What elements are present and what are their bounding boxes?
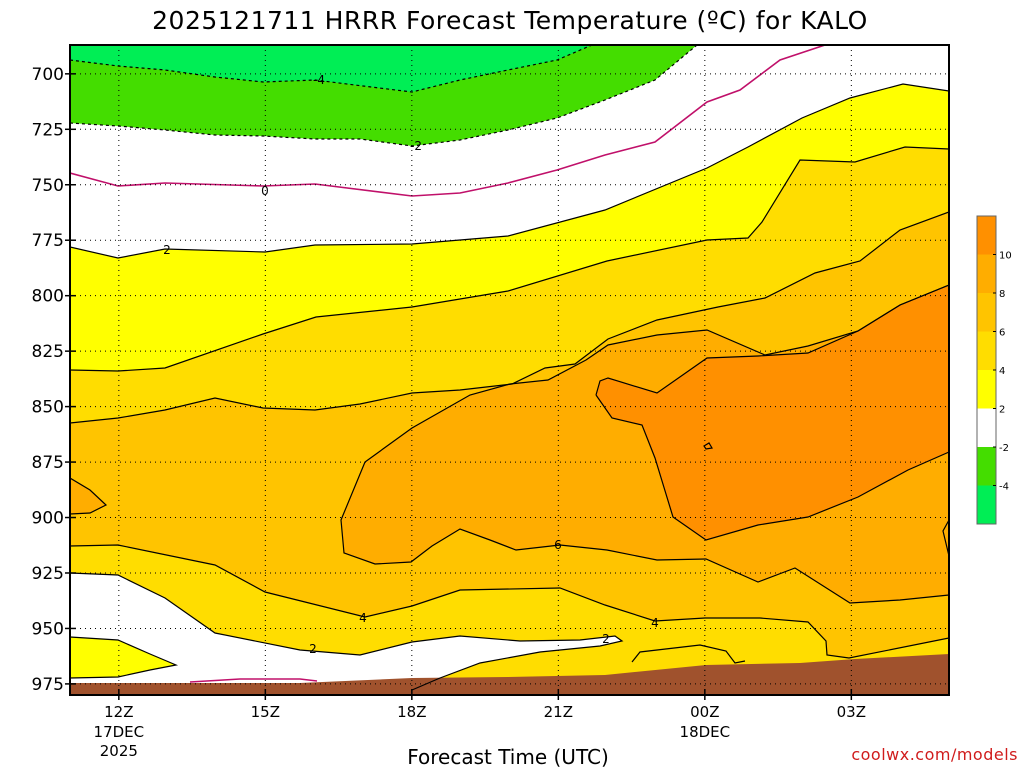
- contour-0-lower: [189, 678, 318, 683]
- contour-6-upper: [70, 211, 949, 424]
- y-tick-label: 875: [32, 453, 64, 473]
- contour-4-upper: [70, 146, 949, 372]
- x-tick-label: 21Z: [544, 703, 573, 721]
- colorbar: -4 -2 2 4 6 8 10: [976, 215, 1012, 525]
- contour-10: [595, 284, 949, 541]
- contour-lines: [70, 45, 949, 691]
- contour-label-8: 4: [651, 616, 659, 630]
- y-tick-label: 900: [32, 509, 64, 529]
- y-tick-label: 700: [32, 65, 64, 85]
- contour-label-7: 4: [359, 611, 367, 625]
- filled-contours: [70, 45, 949, 695]
- colorbar-tick-label: 10: [999, 251, 1012, 262]
- x-tick-label: 15Z: [251, 703, 280, 721]
- y-tick-label: 950: [32, 619, 64, 639]
- source-credit: coolwx.com/models: [851, 745, 1018, 764]
- contour-2-lower: [631, 644, 746, 664]
- contour-minus2: [70, 45, 698, 147]
- band-10-to-12: [596, 285, 949, 540]
- contour-4-lower: [70, 572, 624, 691]
- colorbar-segment: [977, 447, 996, 486]
- gridlines: [70, 45, 949, 695]
- colorbar-tick-label: -2: [999, 443, 1009, 454]
- x-tick-label: 00Z: [690, 703, 719, 721]
- x-tick-label: 03Z: [837, 703, 866, 721]
- contour-minus4: [70, 45, 593, 93]
- contour-label-3: 0: [261, 184, 269, 198]
- colorbar-segment: [977, 293, 996, 332]
- band-below-minus4: [70, 45, 592, 92]
- contour-10-small: [703, 442, 713, 450]
- terrain: [70, 654, 949, 695]
- contour-label-2: -2: [410, 139, 422, 153]
- y-tick-label: 800: [32, 287, 64, 307]
- x-axis-title: Forecast Time (UTC): [407, 745, 609, 768]
- colorbar-tick-label: 8: [999, 289, 1005, 300]
- colorbar-segment: [977, 370, 996, 409]
- contour-label-1: -4: [313, 73, 325, 87]
- contour-label-6: 2: [602, 632, 610, 646]
- contour-2-bottom-left: [70, 636, 179, 679]
- contour-0-upper: [70, 45, 826, 197]
- plot-frame: [69, 44, 950, 696]
- colorbar-segment: [977, 254, 996, 293]
- contour-label-4: 2: [163, 243, 171, 257]
- x-tick-label: 18Z: [397, 703, 426, 721]
- contour-8-main: [340, 284, 949, 604]
- contour-8-right: [942, 519, 949, 557]
- colorbar-tick-label: 6: [999, 328, 1005, 339]
- colorbar-segment: [977, 408, 996, 447]
- contour-label-5: 2: [309, 642, 317, 656]
- y-tick-label: 975: [32, 675, 64, 695]
- colorbar-segment: [977, 216, 996, 255]
- y-tick-label: 850: [32, 398, 64, 418]
- y-axis: 700 725 750 775 800 825 850 875 900 925 950 975: [32, 65, 76, 695]
- colorbar-tick-label: 2: [999, 405, 1005, 416]
- contour-2-upper: [70, 83, 949, 259]
- x-tick-date: 17DEC: [94, 723, 145, 741]
- band-8-to-10-left: [70, 478, 106, 514]
- x-tick-year: 2025: [100, 742, 138, 760]
- colorbar-tick-label: -4: [999, 482, 1009, 493]
- y-tick-label: 775: [32, 231, 64, 251]
- contour-labels: -4 -2 0 2 2 2 4 4 6: [163, 73, 659, 656]
- x-tick-date: 18DEC: [680, 723, 731, 741]
- y-tick-label: 750: [32, 176, 64, 196]
- colorbar-tick-label: 4: [999, 366, 1005, 377]
- y-tick-label: 825: [32, 342, 64, 362]
- y-tick-label: 925: [32, 564, 64, 584]
- contour-6-lower: [70, 544, 949, 659]
- chart-title: 2025121711 HRRR Forecast Temperature (ºC…: [152, 6, 868, 35]
- band-below-2-lower: [70, 573, 622, 695]
- contour-label-9: 6: [554, 538, 562, 552]
- contour-8-left: [70, 477, 108, 515]
- colorbar-segment: [977, 331, 996, 370]
- y-tick-label: 725: [32, 120, 64, 140]
- x-tick-label: 12Z: [104, 703, 133, 721]
- colorbar-segment: [977, 485, 996, 524]
- band-2-to-4-bottom: [70, 637, 176, 678]
